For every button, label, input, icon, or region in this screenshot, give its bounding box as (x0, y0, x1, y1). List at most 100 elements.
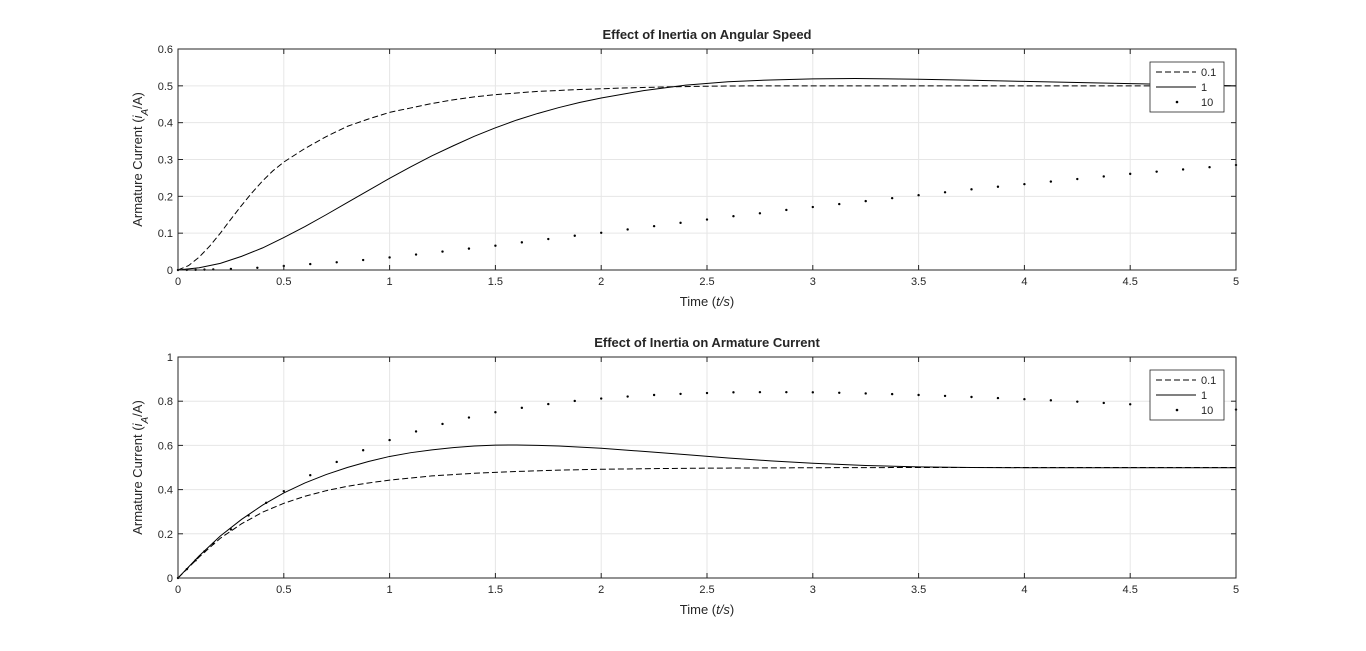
y-tick-label: 0 (167, 265, 173, 277)
data-point (361, 258, 365, 262)
data-point (1023, 398, 1026, 401)
data-point (917, 194, 920, 197)
data-point (441, 250, 444, 253)
data-point (203, 550, 206, 553)
x-tick-label: 0.5 (276, 276, 291, 288)
data-point (441, 422, 444, 426)
data-point (185, 567, 189, 571)
data-point (970, 188, 973, 191)
x-tick-label: 5 (1233, 276, 1239, 288)
data-point (282, 489, 285, 493)
data-point (943, 394, 947, 398)
x-tick-label: 0 (175, 584, 181, 596)
x-tick-label: 3.5 (911, 584, 926, 596)
data-point (1102, 175, 1105, 178)
data-point (467, 416, 471, 419)
data-point (758, 212, 762, 215)
y-tick-label: 0.2 (158, 529, 173, 541)
x-tick-label: 2 (598, 276, 604, 288)
data-point (1102, 401, 1105, 405)
data-point (335, 460, 338, 464)
x-tick-label: 2 (598, 584, 604, 596)
data-point (1129, 403, 1132, 406)
data-point (917, 393, 920, 397)
data-point (996, 396, 1000, 400)
legend: 0.1 1 10 (1149, 61, 1225, 113)
data-point (547, 237, 550, 241)
data-point (247, 514, 250, 517)
y-tick-label: 0 (167, 573, 173, 585)
data-point (520, 406, 524, 410)
data-point (970, 395, 973, 399)
series-10-points (176, 163, 1238, 272)
legend-label: 1 (1201, 390, 1207, 402)
data-point (388, 438, 391, 442)
data-point (573, 234, 576, 237)
data-point (890, 392, 894, 396)
data-point (864, 199, 867, 203)
data-point (494, 244, 497, 247)
data-point (626, 228, 629, 231)
x-tick-label: 2.5 (699, 584, 714, 596)
data-point (520, 241, 524, 244)
data-point (626, 395, 629, 398)
data-point (943, 191, 947, 194)
y-tick-label: 0.6 (158, 440, 173, 452)
x-tick-label: 3 (810, 584, 816, 596)
data-point (1049, 399, 1053, 402)
y-tick-label: 0.6 (158, 44, 173, 56)
data-point (229, 267, 233, 271)
series-0_1-line (177, 85, 1236, 271)
data-point (573, 399, 576, 403)
data-point (1049, 180, 1053, 183)
legend-label: 10 (1201, 97, 1213, 109)
data-point (194, 559, 197, 562)
data-point (467, 247, 471, 250)
x-tick-label: 4.5 (1123, 276, 1138, 288)
x-tick-label: 3.5 (911, 276, 926, 288)
series-1-line (177, 444, 1236, 579)
data-point (652, 224, 656, 228)
data-point (705, 391, 709, 395)
data-point (600, 231, 603, 234)
data-point (361, 449, 365, 452)
legend-marker (1175, 100, 1179, 104)
x-tick-label: 0.5 (276, 584, 291, 596)
x-tick-label: 1 (387, 584, 393, 596)
x-tick-label: 4 (1021, 584, 1027, 596)
data-point (838, 391, 841, 395)
data-point (732, 391, 735, 394)
data-point (1076, 177, 1079, 181)
legend-label: 0.1 (1201, 375, 1216, 387)
x-axis-label: Time (t/s) (680, 602, 734, 617)
y-tick-label: 0.1 (158, 228, 173, 240)
legend-marker (1175, 408, 1179, 412)
legend-label: 1 (1201, 82, 1207, 94)
data-point (679, 221, 682, 225)
data-point (732, 215, 735, 218)
y-axis-label: Armature Current (iA/A) (130, 400, 151, 535)
data-point (1076, 400, 1079, 403)
data-point (758, 390, 762, 394)
y-tick-label: 1 (167, 352, 173, 364)
data-point (229, 528, 233, 531)
chart-title: Effect of Inertia on Angular Speed (603, 27, 812, 42)
legend: 0.1 1 10 (1149, 369, 1225, 421)
y-tick-label: 0.4 (158, 118, 173, 130)
series-1-line (177, 77, 1237, 271)
data-point (838, 202, 841, 206)
data-point (414, 430, 418, 433)
data-point (1023, 182, 1026, 186)
legend-label: 10 (1201, 405, 1213, 417)
y-tick-label: 0.3 (158, 155, 173, 167)
data-point (309, 262, 312, 266)
x-tick-label: 4.5 (1123, 584, 1138, 596)
y-tick-label: 0.2 (158, 191, 173, 203)
data-point (212, 542, 215, 545)
data-point (256, 266, 259, 269)
data-point (309, 474, 312, 477)
legend-label: 0.1 (1201, 67, 1216, 79)
x-tick-label: 1 (387, 276, 393, 288)
x-tick-label: 5 (1233, 584, 1239, 596)
